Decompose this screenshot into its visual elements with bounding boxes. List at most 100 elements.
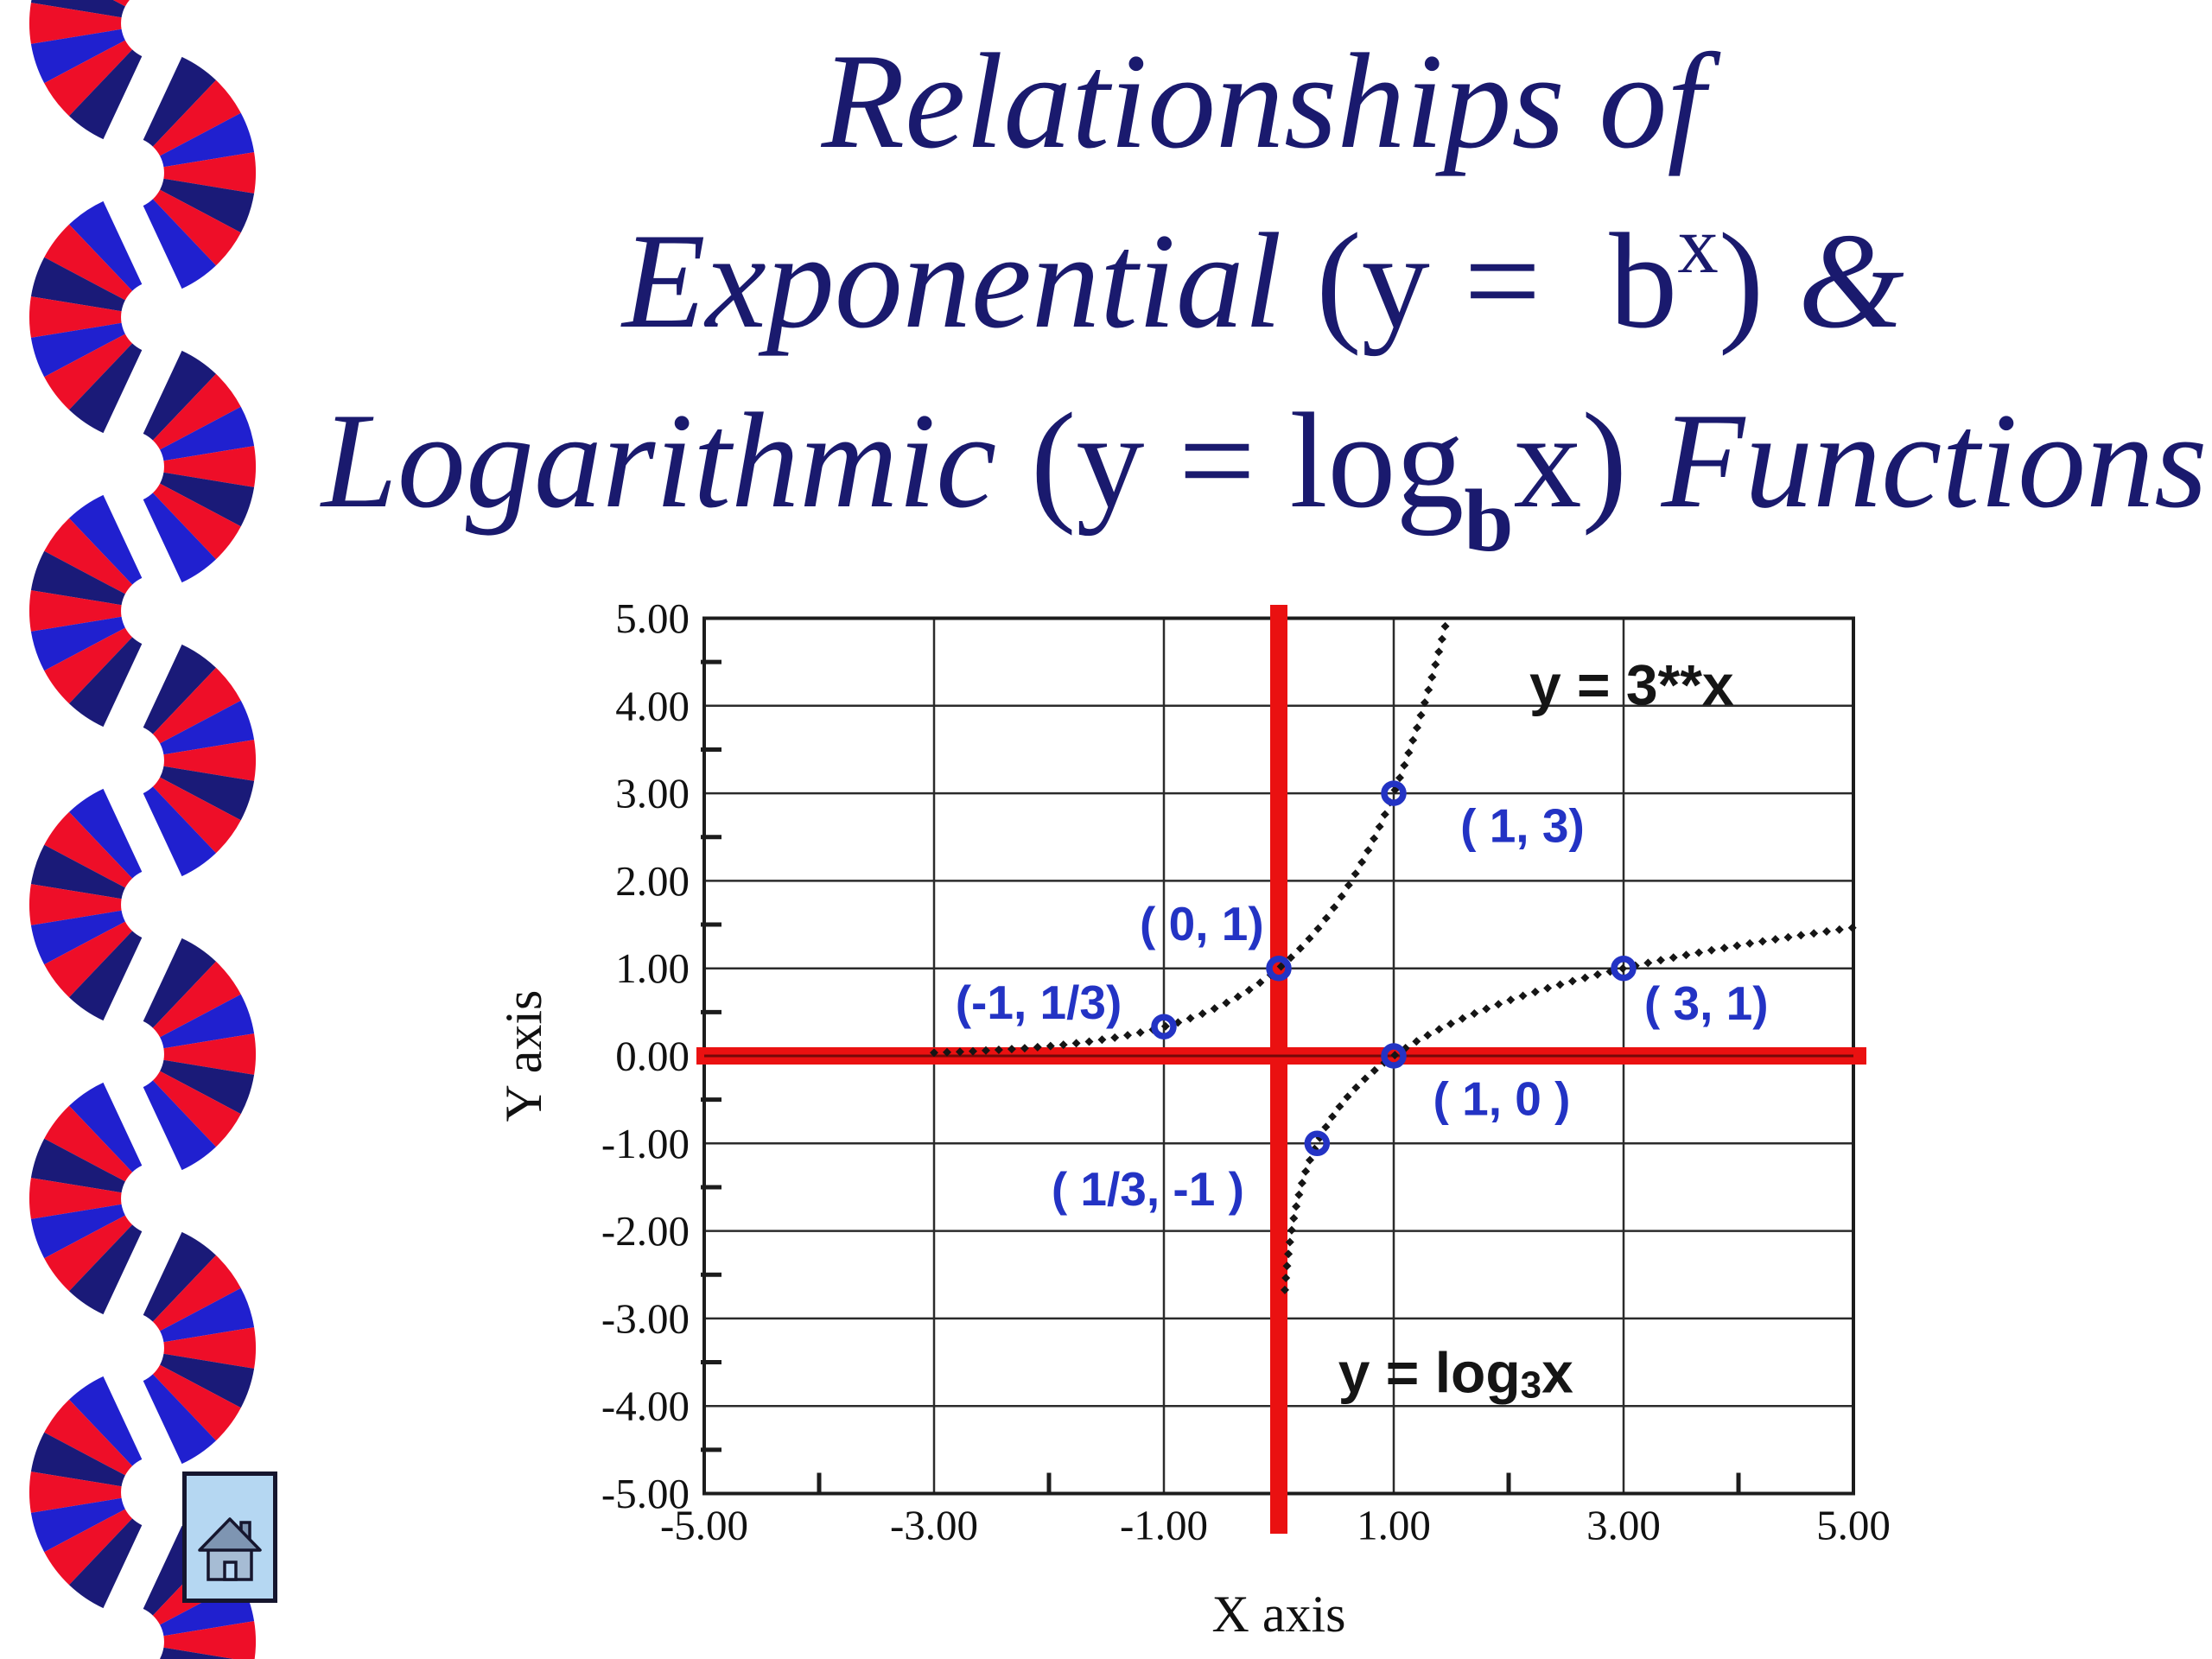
fan-blade (143, 786, 216, 877)
fan-blade (152, 777, 241, 854)
slide-title: Relationships of Exponential (y = bx) & Lo… (321, 12, 2208, 565)
x-axis-title: X axis (1212, 1586, 1346, 1643)
house-roof (198, 1517, 262, 1552)
fan-blade (152, 373, 241, 450)
fan-blade (160, 112, 255, 168)
fan-blade (163, 446, 257, 487)
y-tick-label-3: 3.00 (615, 770, 690, 817)
fan-blade (112, 0, 130, 7)
fan-blade (30, 322, 125, 378)
fan-blade (163, 152, 257, 194)
fan-blade (69, 49, 143, 140)
fan-blade (160, 472, 255, 527)
home-button[interactable] (182, 1471, 277, 1603)
point-marker-(3,1) (1611, 955, 1637, 982)
fan-blade (30, 1497, 125, 1553)
fan-blade (44, 627, 133, 704)
fan-blade (30, 1138, 125, 1193)
fan-blade (44, 224, 133, 301)
title-text-segment: Logarithmic (321, 385, 1031, 537)
fan-blade (163, 740, 257, 781)
point-label: ( 3, 1) (1644, 976, 1769, 1030)
fan-blade (44, 1509, 133, 1586)
fan-blade (30, 1204, 125, 1259)
fan-blade (152, 483, 241, 560)
point-marker-(1/3,-1) (1304, 1130, 1331, 1157)
fan-blade (69, 1224, 143, 1315)
x-tick-label-5: 5.00 (1816, 1502, 1891, 1549)
fan-blade (69, 1518, 143, 1609)
fan-blade (152, 961, 241, 1038)
fan-blade (160, 700, 255, 755)
house-door (223, 1560, 238, 1581)
fan-blade (29, 296, 122, 338)
point-marker-(1,3) (1381, 780, 1407, 806)
title-text-segment: (y = b (1316, 206, 1678, 357)
fan-blade (29, 884, 122, 925)
fan-blade (29, 590, 122, 632)
title-text-segment: Functions (1661, 385, 2208, 537)
title-line-2: Exponential (y = bx) & (321, 192, 2205, 372)
fan-blade (143, 493, 216, 583)
point-marker-(-1,1/3) (1151, 1014, 1177, 1039)
title-text-segment: Relationships of (821, 26, 1706, 177)
fan-blade (44, 921, 133, 998)
x-tick-label-1: 1.00 (1357, 1502, 1431, 1549)
fan-blade (143, 1231, 216, 1322)
x-tick-label--3: -3.00 (890, 1502, 978, 1549)
point-label: (-1, 1/3) (956, 976, 1122, 1029)
fan-blade (163, 1327, 257, 1369)
title-text-segment: & (1797, 206, 1904, 357)
fan-blade (44, 1105, 133, 1182)
fan-blade (160, 994, 255, 1049)
title-text-segment: x (1677, 199, 1719, 290)
fan-blade (152, 189, 241, 266)
y-tick-label-5: 5.00 (615, 594, 690, 642)
title-text-segment: ) (1718, 206, 1798, 357)
fan-blade (143, 56, 216, 147)
fan-blade (69, 637, 143, 728)
fan-blade (143, 199, 216, 289)
red-y-axis-line (1270, 605, 1287, 1534)
y-tick-label--3: -3.00 (601, 1294, 690, 1342)
fan-blade (160, 1287, 255, 1343)
fan-blade (163, 1033, 257, 1075)
fan-blade (30, 0, 125, 18)
title-text-segment: x) (1513, 385, 1662, 537)
fan-blade (30, 844, 125, 899)
y-tick-label-1: 1.00 (615, 944, 690, 992)
fan-blade (30, 550, 125, 606)
y-tick-label--4: -4.00 (601, 1382, 690, 1430)
fan-blade (30, 1432, 125, 1487)
y-axis-title: Y axis (495, 990, 552, 1122)
point-label: ( 0, 1) (1140, 897, 1264, 950)
point-label: ( 1, 0 ) (1433, 1072, 1571, 1126)
y-tick-label-4: 4.00 (615, 682, 690, 729)
x-tick-label-3: 3.00 (1586, 1502, 1661, 1549)
fan-blade (44, 1399, 133, 1476)
fan-blade (29, 1178, 122, 1219)
fan-blade (143, 1374, 216, 1465)
fan-blade (160, 1059, 255, 1115)
fan-blade (160, 178, 255, 233)
fan-blade (152, 1255, 241, 1332)
fan-blade (29, 1471, 122, 1513)
fan-blade (30, 29, 125, 84)
fan-blade (30, 910, 125, 965)
fan-blade (152, 667, 241, 744)
title-text-segment: (y = log (1030, 385, 1465, 537)
fan-border-decoration (29, 0, 257, 1659)
y-tick-label--2: -2.00 (601, 1207, 690, 1255)
fan-blade (30, 616, 125, 671)
title-text-segment: b (1464, 472, 1514, 571)
fan-blade (152, 1364, 241, 1441)
y-tick-label-2: 2.00 (615, 857, 690, 905)
fan-blade (69, 931, 143, 1021)
fan-blade (160, 406, 255, 461)
fan-blade (160, 1647, 234, 1659)
fan-blade (30, 257, 125, 312)
y-tick-label--5: -5.00 (601, 1470, 690, 1517)
title-line-3: Logarithmic (y = logbx) Functions (321, 372, 2208, 565)
